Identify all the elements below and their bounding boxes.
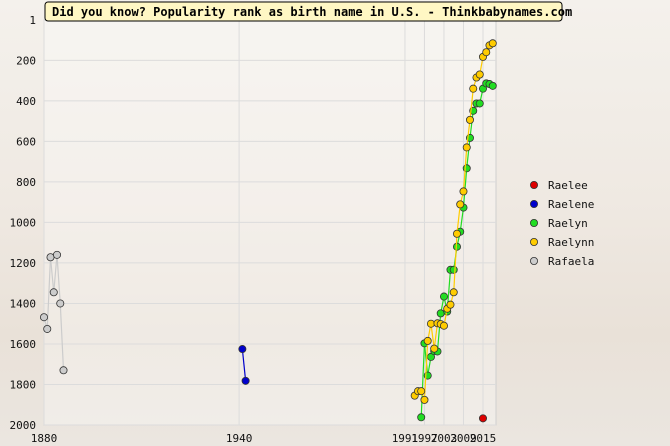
y-tick-label: 1800: [10, 378, 37, 391]
y-tick-label: 1600: [10, 338, 37, 351]
data-point-raelynn: [452, 229, 461, 238]
data-point-raelee: [478, 414, 487, 423]
series-segment-raelyn: [469, 110, 474, 138]
legend-item-rafaela: Rafaela: [530, 255, 594, 268]
data-point-raelynn: [420, 395, 429, 404]
data-point-raelyn: [488, 81, 497, 90]
data-point-rafaela: [49, 288, 58, 297]
data-point-raelynn: [446, 300, 455, 309]
data-point-rafaela: [56, 299, 65, 308]
legend-marker-raelee: [530, 180, 539, 189]
data-point-raelene: [238, 345, 247, 354]
data-point-raelynn: [439, 321, 448, 330]
data-point-raelynn: [459, 187, 468, 196]
series-segment-rafaela: [49, 257, 55, 293]
series-segment-raelyn: [466, 137, 471, 169]
series-segment-raelynn: [456, 204, 461, 234]
series-raelene: [238, 345, 250, 385]
x-tick-label: 2009: [450, 432, 477, 445]
y-tick-label: 200: [16, 54, 36, 67]
series-segment-raelynn: [430, 323, 435, 349]
legend-label-raelyn: Raelyn: [548, 217, 588, 230]
data-point-raelynn: [449, 288, 458, 297]
data-point-rafaela: [53, 250, 62, 259]
y-tick-label: 1000: [10, 216, 37, 229]
series-raelyn: [417, 79, 497, 422]
y-tick-label: 800: [16, 176, 36, 189]
x-tick-label: 1997: [411, 432, 438, 445]
data-point-raelynn: [423, 336, 432, 345]
legend-item-raelynn: Raelynn: [530, 236, 594, 249]
y-tick-label: 600: [16, 135, 36, 148]
data-point-raelyn: [436, 309, 445, 318]
series-segment-rafaela: [56, 254, 61, 304]
data-point-raelynn: [417, 387, 426, 396]
x-tick-label: 1880: [31, 432, 58, 445]
series-layer: [40, 39, 497, 423]
data-point-raelynn: [482, 48, 491, 57]
legend-label-raelee: Raelee: [548, 179, 588, 192]
y-tick-label: 2000: [10, 419, 37, 432]
legend: Raelee Raelene Raelyn Raelynn Rafaela: [530, 179, 594, 268]
data-point-raelynn: [465, 115, 474, 124]
series-raelynn: [410, 39, 497, 404]
legend-marker-rafaela: [530, 256, 539, 265]
series-segment-raelyn: [436, 313, 442, 352]
title-box: Did you know? Popularity rank as birth n…: [44, 1, 572, 22]
y-tick-label: 1200: [10, 257, 37, 270]
data-point-raelynn: [462, 143, 471, 152]
series-rafaela: [40, 250, 68, 375]
x-tick-label: 2003: [431, 432, 458, 445]
data-point-raelynn: [426, 319, 435, 328]
legend-item-raelene: Raelene: [530, 198, 594, 211]
legend-item-raelyn: Raelyn: [530, 217, 588, 230]
series-segment-rafaela: [59, 303, 65, 371]
series-segment-raelyn: [459, 207, 465, 232]
x-tick-label: 2015: [470, 432, 497, 445]
chart-title: Did you know? Popularity rank as birth n…: [52, 5, 572, 19]
series-segment-raelynn: [433, 323, 439, 349]
legend-label-rafaela: Rafaela: [548, 255, 594, 268]
data-point-raelynn: [456, 200, 465, 209]
legend-item-raelee: Raelee: [530, 179, 588, 192]
data-point-raelynn: [430, 344, 439, 353]
data-point-raelyn: [449, 265, 458, 274]
series-segment-raelyn: [420, 343, 426, 418]
legend-marker-raelyn: [530, 218, 539, 227]
series-segment-raelynn: [469, 88, 474, 120]
data-point-raelynn: [475, 70, 484, 79]
data-point-raelyn: [417, 413, 426, 422]
y-tick-label: 1: [29, 14, 36, 27]
series-segment-raelynn: [453, 233, 458, 293]
data-point-raelyn: [475, 99, 484, 108]
series-segment-raelynn: [466, 119, 471, 148]
y-tick-label: 1400: [10, 297, 37, 310]
data-point-raelynn: [488, 39, 497, 48]
y-tick-label: 400: [16, 95, 36, 108]
data-point-raelene: [241, 376, 250, 385]
series-raelee: [478, 414, 487, 423]
series-segment-rafaela: [53, 254, 58, 293]
data-point-rafaela: [40, 313, 49, 322]
legend-marker-raelene: [530, 199, 539, 208]
legend-label-raelene: Raelene: [548, 198, 594, 211]
data-point-rafaela: [59, 366, 68, 375]
x-tick-label: 1940: [226, 432, 253, 445]
legend-label-raelynn: Raelynn: [548, 236, 594, 249]
data-point-rafaela: [43, 324, 52, 333]
data-point-raelyn: [462, 164, 471, 173]
data-point-raelyn: [439, 292, 448, 301]
series-segment-raelynn: [462, 147, 468, 192]
x-tick-label: 1991: [392, 432, 419, 445]
series-segment-raelyn: [423, 343, 429, 376]
data-point-raelynn: [469, 84, 478, 93]
legend-marker-raelynn: [530, 237, 539, 246]
series-segment-raelene: [241, 348, 247, 381]
